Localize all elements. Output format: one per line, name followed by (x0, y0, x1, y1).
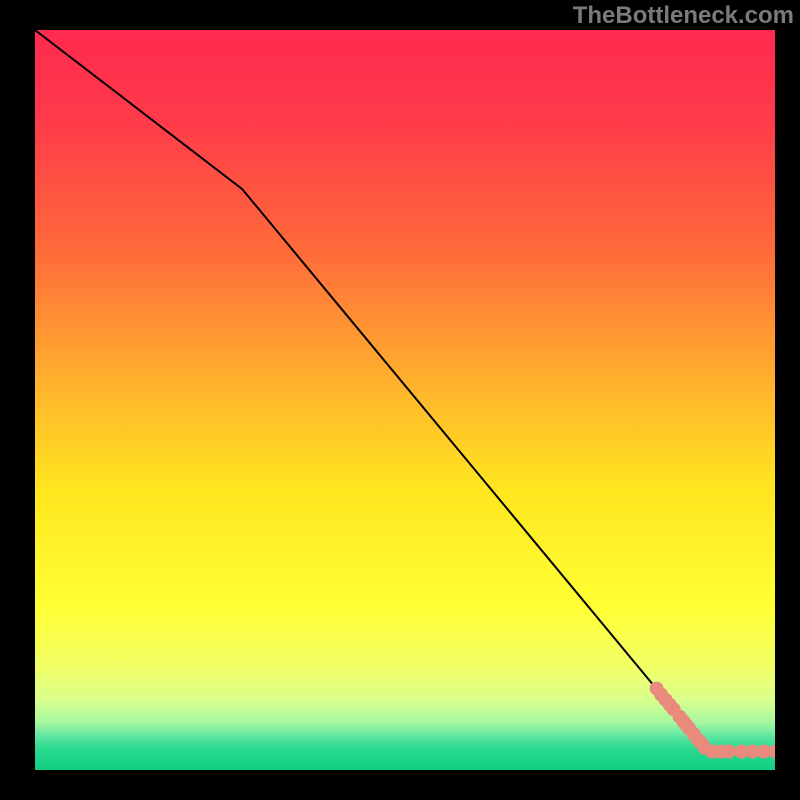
data-marker (722, 745, 736, 759)
chart-frame: TheBottleneck.com (0, 0, 800, 800)
plot-area (35, 30, 775, 770)
watermark-text: TheBottleneck.com (573, 2, 794, 30)
gradient-background (35, 30, 775, 770)
plot-svg (35, 30, 775, 770)
